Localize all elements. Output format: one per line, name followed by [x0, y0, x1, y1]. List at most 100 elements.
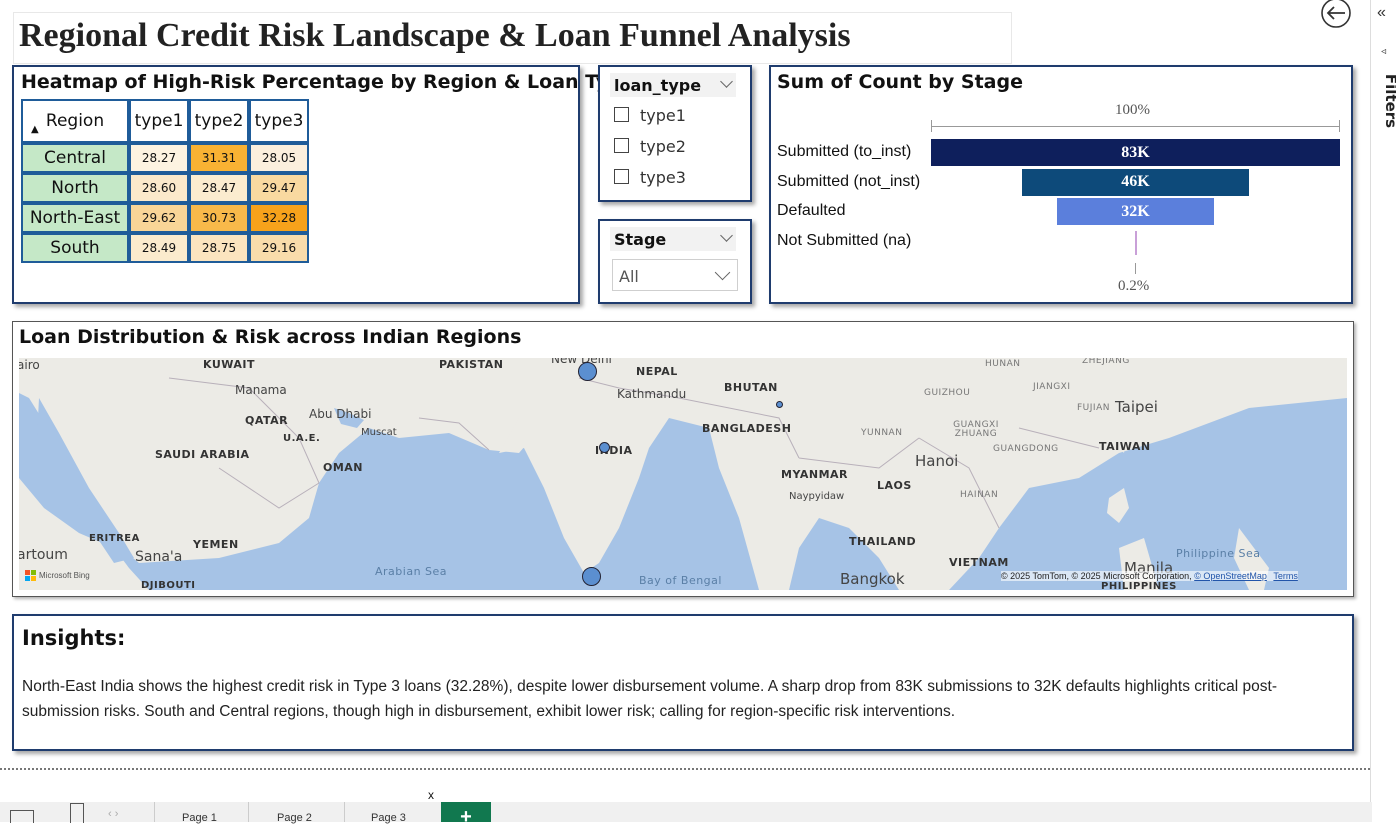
- loan-type-slicer-title: loan_type: [614, 76, 702, 95]
- map-region: FUJIAN: [1077, 403, 1110, 413]
- tab-divider: [248, 802, 249, 822]
- map-country: PAKISTAN: [439, 358, 504, 371]
- column-header-type3[interactable]: type3: [249, 99, 309, 143]
- map-country: KUWAIT: [203, 358, 256, 371]
- region-header-label: Region: [45, 111, 105, 131]
- prev-page-icon[interactable]: ‹ ›: [108, 808, 119, 820]
- column-header-region[interactable]: Region ▲: [21, 99, 129, 143]
- osm-link[interactable]: © OpenStreetMap: [1194, 571, 1267, 581]
- map-city: Bangkok: [840, 570, 905, 588]
- chevron-down-icon[interactable]: [714, 264, 731, 281]
- stage-slicer-title: Stage: [614, 230, 667, 249]
- column-header-type1[interactable]: type1: [129, 99, 189, 143]
- map-panel: Loan Distribution & Risk across Indian R…: [12, 321, 1354, 597]
- chevron-down-icon[interactable]: [720, 229, 733, 242]
- map-country: OMAN: [323, 461, 364, 474]
- checkbox[interactable]: [614, 138, 629, 153]
- tab-page-3[interactable]: Page 3: [371, 812, 406, 824]
- page-tab-bar: ‹ › x +: [0, 788, 1372, 823]
- option-label: type3: [640, 168, 686, 187]
- funnel-bar[interactable]: [1134, 230, 1137, 255]
- map-canvas[interactable]: airo KUWAIT PAKISTAN New Delhi NEPAL BHU…: [19, 358, 1347, 590]
- map-country: VIETNAM: [949, 556, 1009, 569]
- checkbox[interactable]: [614, 107, 629, 122]
- attribution-text: © 2025 TomTom, © 2025 Microsoft Corporat…: [1001, 571, 1192, 581]
- column-header-type2[interactable]: type2: [189, 99, 249, 143]
- bing-logo: Microsoft Bing: [25, 570, 90, 581]
- map-city: Muscat: [361, 427, 397, 438]
- chevron-down-icon[interactable]: [720, 75, 733, 88]
- map-country: BHUTAN: [724, 381, 778, 394]
- stage-dropdown[interactable]: All: [612, 259, 738, 291]
- funnel-bottom-tick: [1135, 263, 1136, 274]
- region-bubble-north[interactable]: [578, 362, 597, 381]
- scale-tick-right: [1339, 120, 1340, 132]
- insights-title: Insights:: [22, 626, 126, 650]
- map-country: LAOS: [877, 479, 912, 492]
- loan-type-slicer: loan_type type1 type2 type3: [598, 65, 752, 202]
- slicer-option[interactable]: type2: [614, 136, 734, 158]
- heat-cell: 28.49: [129, 233, 189, 263]
- loan-type-slicer-header[interactable]: loan_type: [610, 73, 736, 97]
- tab-page-2[interactable]: Page 2: [277, 812, 312, 824]
- heat-cell: 29.47: [249, 173, 309, 203]
- row-label: North: [21, 173, 129, 203]
- map-attribution: © 2025 TomTom, © 2025 Microsoft Corporat…: [1001, 571, 1298, 581]
- heat-cell: 28.75: [189, 233, 249, 263]
- tab-divider: [154, 802, 155, 822]
- map-country: PHILIPPINES: [1101, 581, 1177, 590]
- add-page-button[interactable]: +: [441, 802, 491, 822]
- sort-ascending-icon[interactable]: ▲: [31, 124, 39, 135]
- map-sea: Philippine Sea: [1176, 547, 1261, 560]
- map-sea: Arabian Sea: [375, 565, 448, 578]
- region-bubble-north-east[interactable]: [776, 401, 783, 408]
- funnel-stage-label: Defaulted: [777, 202, 846, 219]
- checkbox[interactable]: [614, 169, 629, 184]
- heatmap-table: Region ▲ type1 type2 type3 Central 28.27 …: [21, 99, 309, 263]
- map-city: airo: [19, 358, 40, 372]
- heat-cell: 28.60: [129, 173, 189, 203]
- funnel-value-label: 32K: [1121, 202, 1150, 220]
- heat-cell: 31.31: [189, 143, 249, 173]
- close-tab-icon[interactable]: x: [428, 788, 434, 802]
- page-view-icon[interactable]: [70, 803, 84, 823]
- terms-link[interactable]: Terms: [1273, 571, 1298, 581]
- heat-cell: 28.27: [129, 143, 189, 173]
- tab-page-1[interactable]: Page 1: [182, 812, 217, 824]
- canvas-boundary: [0, 768, 1370, 770]
- heat-cell: 28.05: [249, 143, 309, 173]
- region-bubble-central[interactable]: [599, 442, 610, 453]
- filters-pane[interactable]: « ▿ Filters: [1370, 0, 1396, 822]
- map-region: GUIZHOU: [924, 388, 971, 398]
- funnel-stage-label: Not Submitted (na): [777, 231, 912, 249]
- insights-panel: Insights: North-East India shows the hig…: [12, 614, 1354, 751]
- slicer-option[interactable]: type1: [614, 105, 734, 127]
- map-country: SAUDI ARABIA: [155, 448, 250, 461]
- stage-slicer: Stage All: [598, 219, 752, 304]
- heatmap-title: Heatmap of High-Risk Percentage by Regio…: [21, 71, 635, 93]
- fit-page-icon[interactable]: [10, 810, 34, 823]
- stage-slicer-header[interactable]: Stage: [610, 227, 736, 251]
- funnel-bar[interactable]: 83K: [931, 139, 1340, 166]
- funnel-top-percent: 100%: [1115, 102, 1150, 118]
- row-label: Central: [21, 143, 129, 173]
- map-country: ERITREA: [89, 533, 140, 544]
- map-country: NEPAL: [636, 365, 678, 378]
- region-bubble-south[interactable]: [582, 567, 601, 586]
- option-label: type1: [640, 106, 686, 125]
- funnel-bar[interactable]: 46K: [1022, 168, 1249, 196]
- map-country: U.A.E.: [283, 433, 321, 444]
- slicer-option[interactable]: type3: [614, 167, 734, 189]
- map-country: QATAR: [245, 414, 289, 427]
- row-label: North-East: [21, 203, 129, 233]
- option-label: type2: [640, 137, 686, 156]
- insights-text: North-East India shows the highest credi…: [22, 678, 1277, 720]
- collapse-icon[interactable]: «: [1377, 4, 1386, 21]
- back-arrow-icon[interactable]: [1320, 0, 1352, 28]
- map-city: Hanoi: [915, 452, 959, 470]
- row-label: South: [21, 233, 129, 263]
- table-row: North-East 29.62 30.73 32.28: [21, 203, 309, 233]
- map-sea: Bay of Bengal: [639, 574, 722, 587]
- funnel-bar[interactable]: 32K: [1056, 198, 1215, 225]
- map-city: Naypyidaw: [789, 491, 845, 502]
